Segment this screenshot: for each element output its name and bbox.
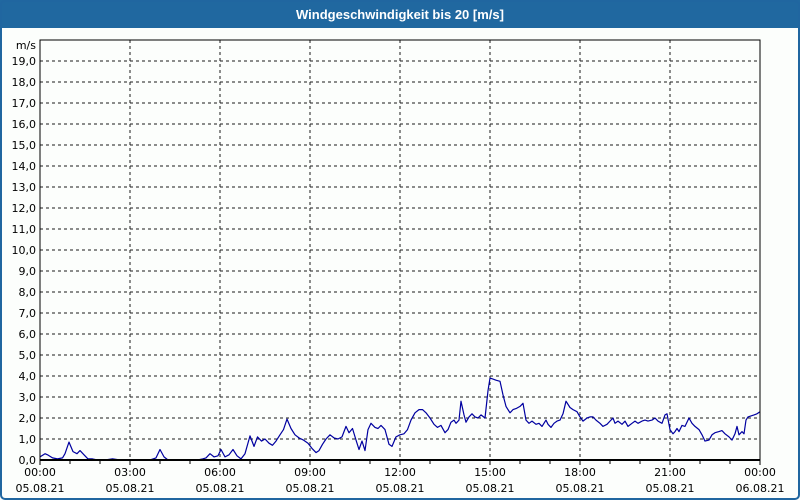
y-tick-label: 13,0 [12,181,37,194]
x-tick-date-label: 05.08.21 [106,482,155,495]
y-tick-label: 12,0 [12,202,37,215]
y-tick-label: 14,0 [12,160,37,173]
y-tick-label: 17,0 [12,97,37,110]
y-tick-label: 5,0 [19,349,37,362]
y-tick-label: 1,0 [19,433,37,446]
y-axis-unit-label: m/s [16,39,36,52]
x-tick-date-label: 05.08.21 [466,482,515,495]
series-windgeschwindigkeit [39,377,761,461]
y-tick-label: 2,0 [19,412,37,425]
x-tick-time-label: 18:00 [564,466,596,479]
y-tick-label: 4,0 [19,370,37,383]
x-tick-date-label: 06.08.21 [736,482,785,495]
chart-title: Windgeschwindigkeit bis 20 [m/s] [296,6,504,22]
x-tick-time-label: 00:00 [744,466,776,479]
x-tick-time-label: 00:00 [24,466,56,479]
plot-border [39,39,761,461]
x-tick-time-label: 06:00 [204,466,236,479]
x-tick-time-label: 12:00 [384,466,416,479]
y-tick-label: 8,0 [19,286,37,299]
y-tick-label: 16,0 [12,118,37,131]
x-tick-date-label: 05.08.21 [16,482,65,495]
gridlines [40,40,760,460]
x-tick-date-label: 05.08.21 [286,482,335,495]
y-tick-label: 11,0 [12,223,37,236]
y-tick-label: 15,0 [12,139,37,152]
x-tick-time-label: 15:00 [474,466,506,479]
x-tick-date-label: 05.08.21 [556,482,605,495]
axis-labels: 0,0 1,0 2,0 3,0 4,0 5,0 6,0 7,0 8,0 9,0 10,0 11,0 12… [12,39,785,495]
chart-title-bar: Windgeschwindigkeit bis 20 [m/s] [0,0,800,29]
y-tick-label: 3,0 [19,391,37,404]
y-tick-label: 7,0 [19,307,37,320]
y-tick-label: 9,0 [19,265,37,278]
y-tick-label: 19,0 [12,55,37,68]
chart-area: 0,0 1,0 2,0 3,0 4,0 5,0 6,0 7,0 8,0 9,0 10,0 11,0 12… [0,28,800,500]
y-tick-label: 10,0 [12,244,37,257]
x-tick-time-label: 21:00 [654,466,686,479]
y-tick-label: 18,0 [12,76,37,89]
x-tick-date-label: 05.08.21 [646,482,695,495]
wind-speed-line [39,377,761,461]
x-tick-time-label: 03:00 [114,466,146,479]
x-tick-date-label: 05.08.21 [196,482,245,495]
wind-speed-line-chart: 0,0 1,0 2,0 3,0 4,0 5,0 6,0 7,0 8,0 9,0 10,0 11,0 12… [12,39,785,495]
x-tick-time-label: 09:00 [294,466,326,479]
y-tick-label: 6,0 [19,328,37,341]
x-tick-date-label: 05.08.21 [376,482,425,495]
y-tick-label: 0,0 [19,454,37,467]
